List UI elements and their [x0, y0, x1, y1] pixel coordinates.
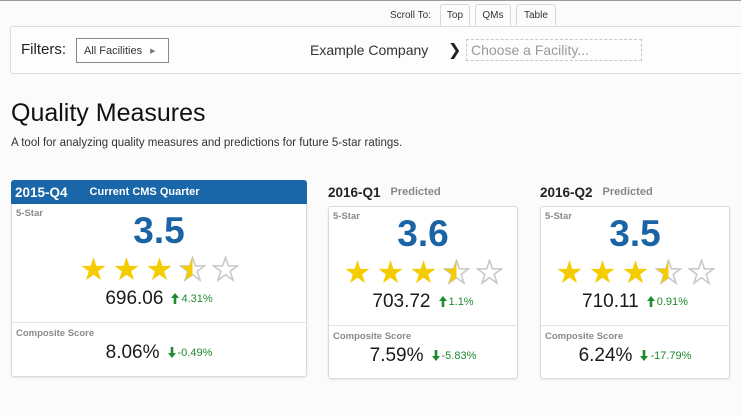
five-star-label: 5-Star	[16, 208, 43, 219]
top-border	[0, 0, 741, 1]
quarter-descriptor: Predicted	[602, 186, 653, 198]
composite-score-row: 8.06% -0.49%	[12, 342, 306, 364]
star-rating	[541, 259, 729, 285]
quarter-card: 2016-Q2 Predicted 5-Star 3.5 710.11 0.91…	[540, 180, 730, 379]
star-filled-icon	[147, 257, 171, 281]
star-half-icon	[654, 259, 682, 285]
star-empty-icon	[211, 256, 239, 282]
card-header: 2016-Q2 Predicted	[540, 180, 730, 204]
star-filled-icon	[81, 257, 105, 281]
star-empty-icon	[475, 259, 503, 285]
composite-score: 6.24%	[578, 345, 633, 366]
composite-score-label: Composite Score	[16, 328, 95, 339]
composite-score-change: -17.79%	[640, 350, 691, 362]
scroll-to-label: Scroll To:	[390, 9, 431, 21]
composite-score-row: 7.59% -5.83%	[329, 345, 517, 367]
chevron-right-icon: ❯	[448, 42, 462, 59]
arrow-down-icon	[167, 347, 176, 358]
star-half-icon	[178, 256, 206, 282]
star-half-icon	[442, 259, 470, 285]
quarter-card: 2015-Q4 Current CMS Quarter 5-Star 3.5 6…	[11, 180, 307, 377]
star-filled-icon	[345, 260, 369, 284]
five-star-score-change: 4.31%	[171, 292, 213, 305]
quarter-label: 2015-Q4	[15, 184, 68, 200]
page-subtitle: A tool for analyzing quality measures an…	[11, 137, 403, 149]
star-rating	[12, 256, 306, 282]
card-header: 2016-Q1 Predicted	[328, 180, 518, 204]
facility-search-input[interactable]	[466, 39, 642, 61]
composite-change-value: -0.49%	[177, 346, 213, 359]
arrow-up-icon	[171, 293, 180, 304]
star-rating-value: 3.5	[133, 210, 185, 251]
five-star-score: 703.72	[372, 291, 431, 312]
five-star-score-row: 703.72 1.1%	[329, 291, 517, 313]
page-title: Quality Measures	[11, 99, 206, 127]
caret-right-icon: ▶	[150, 47, 156, 55]
composite-score-change: -5.83%	[431, 349, 477, 362]
star-filled-icon	[378, 260, 402, 284]
star-rating	[329, 259, 517, 285]
star-rating-value: 3.5	[609, 213, 661, 254]
section-divider	[12, 322, 306, 323]
star-filled-icon	[411, 260, 435, 284]
star-rating-value: 3.6	[397, 213, 449, 254]
arrow-up-icon	[646, 296, 655, 307]
filters-label: Filters:	[21, 41, 66, 58]
scroll-to-qms-tab[interactable]: QMs	[474, 4, 511, 26]
composite-change-value: -17.79%	[650, 349, 692, 362]
quarter-label: 2016-Q1	[328, 184, 381, 200]
five-star-label: 5-Star	[545, 211, 572, 222]
composite-score-label: Composite Score	[545, 331, 624, 342]
five-star-score-row: 710.11 0.91%	[541, 291, 729, 313]
quarter-descriptor: Current CMS Quarter	[89, 186, 200, 198]
facility-scope-dropdown[interactable]: All Facilities ▶	[76, 38, 169, 63]
five-star-score-change: 1.1%	[438, 295, 474, 308]
facility-scope-label: All Facilities	[84, 44, 143, 57]
arrow-up-icon	[438, 296, 447, 307]
star-empty-icon	[687, 259, 715, 285]
score-change-value: 4.31%	[181, 292, 213, 305]
star-filled-icon	[114, 257, 138, 281]
five-star-label: 5-Star	[333, 211, 360, 222]
composite-score-label: Composite Score	[333, 331, 412, 342]
card-header: 2015-Q4 Current CMS Quarter	[11, 180, 307, 204]
scroll-to-top-tab[interactable]: Top	[439, 4, 470, 26]
star-filled-icon	[623, 260, 647, 284]
score-change-value: 1.1%	[448, 295, 474, 308]
star-filled-icon	[590, 260, 614, 284]
section-divider	[329, 325, 517, 326]
composite-score-row: 6.24% -17.79%	[541, 345, 729, 367]
quarter-card: 2016-Q1 Predicted 5-Star 3.6 703.72 1.1%…	[328, 180, 518, 379]
card-body: 5-Star 3.5 696.06 4.31% Composite Score …	[11, 204, 307, 377]
scroll-to-table-tab[interactable]: Table	[515, 4, 556, 26]
arrow-down-icon	[640, 350, 649, 361]
card-body: 5-Star 3.5 710.11 0.91% Composite Score …	[540, 206, 730, 379]
five-star-score-change: 0.91%	[646, 295, 688, 308]
arrow-down-icon	[431, 350, 440, 361]
quarter-descriptor: Predicted	[390, 186, 441, 198]
scroll-to-nav: Scroll To: Top QMs Table	[390, 4, 561, 26]
company-breadcrumb[interactable]: Example Company	[310, 42, 429, 58]
section-divider	[541, 325, 729, 326]
five-star-score: 710.11	[582, 291, 639, 312]
five-star-score-row: 696.06 4.31%	[12, 288, 306, 310]
composite-score-change: -0.49%	[167, 346, 213, 359]
filter-bar: Filters: All Facilities ▶ Example Compan…	[10, 26, 741, 74]
composite-change-value: -5.83%	[441, 349, 477, 362]
quarter-label: 2016-Q2	[540, 184, 593, 200]
card-body: 5-Star 3.6 703.72 1.1% Composite Score 7…	[328, 206, 518, 379]
composite-score: 7.59%	[369, 345, 424, 366]
composite-score: 8.06%	[105, 342, 160, 363]
five-star-score: 696.06	[105, 288, 164, 309]
score-change-value: 0.91%	[656, 295, 688, 308]
star-filled-icon	[557, 260, 581, 284]
